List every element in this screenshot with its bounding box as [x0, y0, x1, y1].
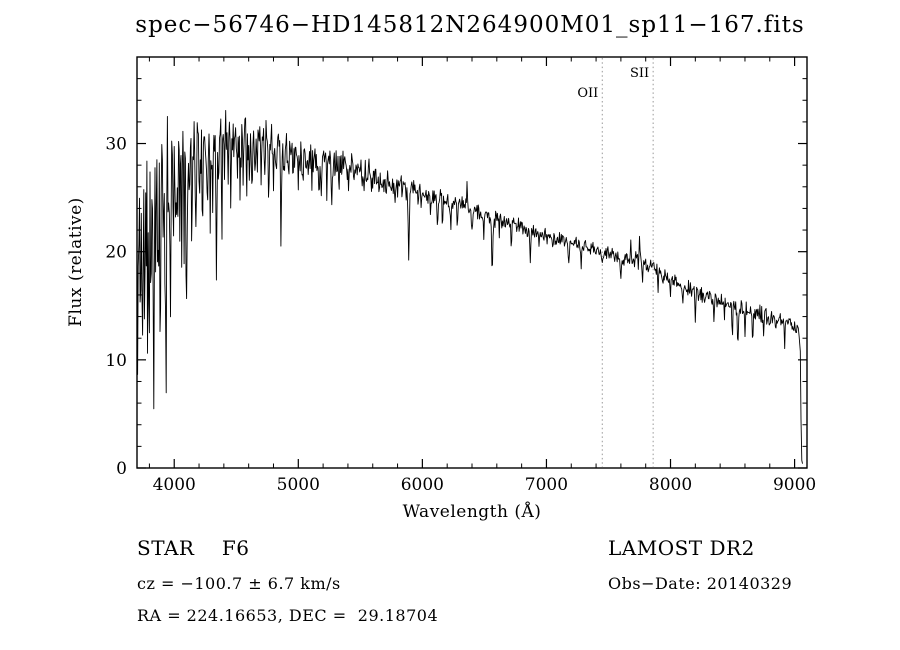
plot-frame — [136, 56, 808, 469]
x-tick-label: 7000 — [525, 475, 568, 495]
x-tick-label: 4000 — [153, 475, 196, 495]
x-tick-label: 9000 — [773, 475, 816, 495]
plot-title: spec−56746−HD145812N264900M01_sp11−167.f… — [135, 12, 805, 38]
x-tick-label: 5000 — [277, 475, 320, 495]
y-tick-label: 0 — [116, 459, 127, 479]
y-tick-label: 20 — [105, 243, 127, 263]
sii-line-label: SII — [630, 66, 649, 81]
y-tick-label: 10 — [105, 351, 127, 371]
y-tick-label: 30 — [105, 135, 127, 155]
x-axis-label: Wavelength (Å) — [402, 502, 542, 522]
ra-dec-value: RA = 224.16653, DEC = 29.18704 — [137, 606, 439, 625]
cz-value: cz = −100.7 ± 6.7 km/s — [137, 574, 341, 593]
spectrum-line — [136, 109, 803, 464]
object-class-label: STAR F6 — [137, 536, 250, 560]
x-tick-label: 6000 — [401, 475, 444, 495]
obs-date: Obs−Date: 20140329 — [608, 574, 793, 593]
survey-label: LAMOST DR2 — [608, 536, 755, 560]
oii-line-label: OII — [577, 86, 598, 101]
x-tick-label: 8000 — [649, 475, 692, 495]
